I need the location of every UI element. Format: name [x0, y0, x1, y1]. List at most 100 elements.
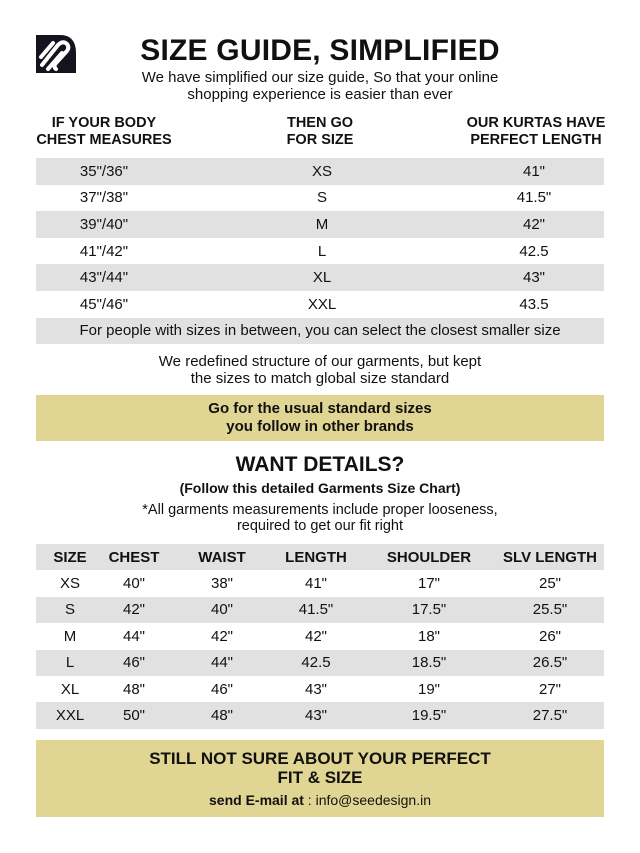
table-row: 35"/36" XS 41" — [36, 158, 604, 185]
table-cell: 17" — [417, 575, 440, 593]
table-cell: S — [316, 189, 327, 207]
table-cell: 42" — [122, 601, 145, 619]
table-cell: XXL — [55, 707, 85, 725]
table-row: 43"/44" XL 43" — [36, 264, 604, 291]
note-line: required to get our fit right — [236, 518, 404, 534]
table-cell: 46" — [122, 654, 145, 672]
table-cell: 43"/44" — [79, 269, 129, 287]
header-line: PERFECT LENGTH — [470, 132, 602, 148]
table-cell: 17.5" — [411, 601, 447, 619]
table-cell: 42.5 — [519, 242, 549, 260]
table-cell: SLV LENGTH — [503, 548, 597, 566]
table-cell: 43.5 — [519, 295, 549, 313]
table-cell: 27.5" — [532, 707, 568, 725]
email-label: send E-mail at — [209, 792, 304, 808]
table-cell: 39"/40" — [79, 215, 129, 233]
table-cell: 42" — [304, 627, 327, 645]
table-cell: WAIST — [198, 548, 246, 566]
table-cell: XS — [311, 162, 332, 180]
table-cell: XL — [60, 680, 80, 698]
table-cell: 45"/46" — [79, 295, 129, 313]
table-row: 37"/38" S 41.5" — [36, 185, 604, 212]
brand-logo-icon — [36, 35, 76, 73]
table-cell: 41" — [522, 162, 545, 180]
table-cell: 41.5" — [516, 189, 552, 207]
table-cell: XXL — [307, 295, 337, 313]
table-cell: SHOULDER — [386, 548, 472, 566]
table-cell: 43" — [304, 680, 327, 698]
table-cell: 25" — [538, 575, 561, 593]
table-cell: 42.5 — [301, 654, 331, 672]
contact-heading: FIT & SIZE — [277, 768, 363, 787]
table-cell: 46" — [210, 680, 233, 698]
table-cell: 44" — [210, 654, 233, 672]
header-size: THEN GO FOR SIZE — [210, 115, 430, 149]
table-row: 41"/42" L 42.5 — [36, 238, 604, 265]
page-title: SIZE GUIDE, SIMPLIFIED — [140, 34, 500, 67]
standard-sizes-banner: Go for the usual standard sizes you foll… — [36, 395, 604, 441]
table-cell: 35"/36" — [79, 162, 129, 180]
table-cell: 41"/42" — [79, 242, 129, 260]
note-line: We redefined structure of our garments, … — [158, 353, 482, 370]
banner-line: you follow in other brands — [226, 418, 414, 435]
table-row: XXL 50" 48" 43" 19.5" 27.5" — [36, 702, 604, 729]
table-row: XS 40" 38" 41" 17" 25" — [36, 570, 604, 596]
table-row: 39"/40" M 42" — [36, 211, 604, 238]
header-line: THEN GO — [286, 115, 354, 131]
table-row: 45"/46" XXL 43.5 — [36, 291, 604, 318]
size-guide-table: 35"/36" XS 41" 37"/38" S 41.5" 39"/40" M 42" 41"/… — [36, 158, 604, 345]
table-cell: 42" — [210, 627, 233, 645]
table-cell: 48" — [210, 707, 233, 725]
page-subtitle: We have simplified our size guide, So th… — [0, 69, 640, 103]
table-cell: 25.5" — [532, 601, 568, 619]
table-cell: 27" — [538, 680, 561, 698]
header-chest: IF YOUR BODY CHEST MEASURES — [0, 115, 214, 149]
table-cell: 48" — [122, 680, 145, 698]
table-cell: L — [317, 242, 327, 260]
table-cell: 40" — [210, 601, 233, 619]
note-line: *All garments measurements include prope… — [142, 502, 498, 518]
table-cell: 42" — [522, 215, 545, 233]
in-between-note: For people with sizes in between, you ca… — [36, 317, 604, 345]
structure-note: We redefined structure of our garments, … — [0, 353, 640, 387]
banner-line: Go for the usual standard sizes — [208, 400, 432, 417]
table-cell: 50" — [122, 707, 145, 725]
table-cell: 19" — [417, 680, 440, 698]
table-cell: 19.5" — [411, 707, 447, 725]
table-cell: 37"/38" — [79, 189, 129, 207]
contact-banner: STILL NOT SURE ABOUT YOUR PERFECT FIT & S… — [36, 740, 604, 817]
contact-heading: STILL NOT SURE ABOUT YOUR PERFECT — [149, 749, 491, 768]
table-row: SIZE CHEST WAIST LENGTH SHOULDER SLV LENGTH — [36, 544, 604, 571]
header-line: CHEST MEASURES — [36, 132, 172, 148]
table-cell: 41" — [304, 575, 327, 593]
table-cell: 18.5" — [411, 654, 447, 672]
table-cell: CHEST — [108, 548, 160, 566]
subtitle-line: shopping experience is easier than ever — [187, 86, 453, 103]
header-line: FOR SIZE — [286, 132, 354, 148]
table-cell: 44" — [122, 627, 145, 645]
header-line: OUR KURTAS HAVE — [466, 115, 606, 131]
table-cell: 38" — [210, 575, 233, 593]
email-link[interactable]: info@seedesign.in — [315, 792, 431, 808]
details-note: *All garments measurements include prope… — [0, 502, 640, 534]
table-cell: SIZE — [53, 548, 87, 566]
garment-size-chart: SIZE CHEST WAIST LENGTH SHOULDER SLV LENGTH XS… — [36, 544, 604, 729]
table-cell: 43" — [304, 707, 327, 725]
table-row: S 42" 40" 41.5" 17.5" 25.5" — [36, 596, 604, 624]
details-title: WANT DETAILS? — [235, 453, 405, 476]
table-cell: 43" — [522, 269, 545, 287]
table-row: L 46" 44" 42.5 18.5" 26.5" — [36, 649, 604, 676]
table-cell: L — [65, 654, 75, 672]
table-row: XL 48" 46" 43" 19" 27" — [36, 676, 604, 702]
table-cell: XL — [312, 269, 332, 287]
table-cell: M — [63, 627, 77, 645]
table-cell: 40" — [122, 575, 145, 593]
table-cell: 18" — [417, 627, 440, 645]
details-subtitle: (Follow this detailed Garments Size Char… — [179, 480, 461, 496]
table-cell: 26" — [538, 627, 561, 645]
table-cell: XS — [59, 575, 80, 593]
header-line: IF YOUR BODY — [51, 115, 157, 131]
subtitle-line: We have simplified our size guide, So th… — [141, 69, 499, 86]
table-cell: S — [64, 601, 75, 619]
note-line: the sizes to match global size standard — [190, 370, 450, 387]
